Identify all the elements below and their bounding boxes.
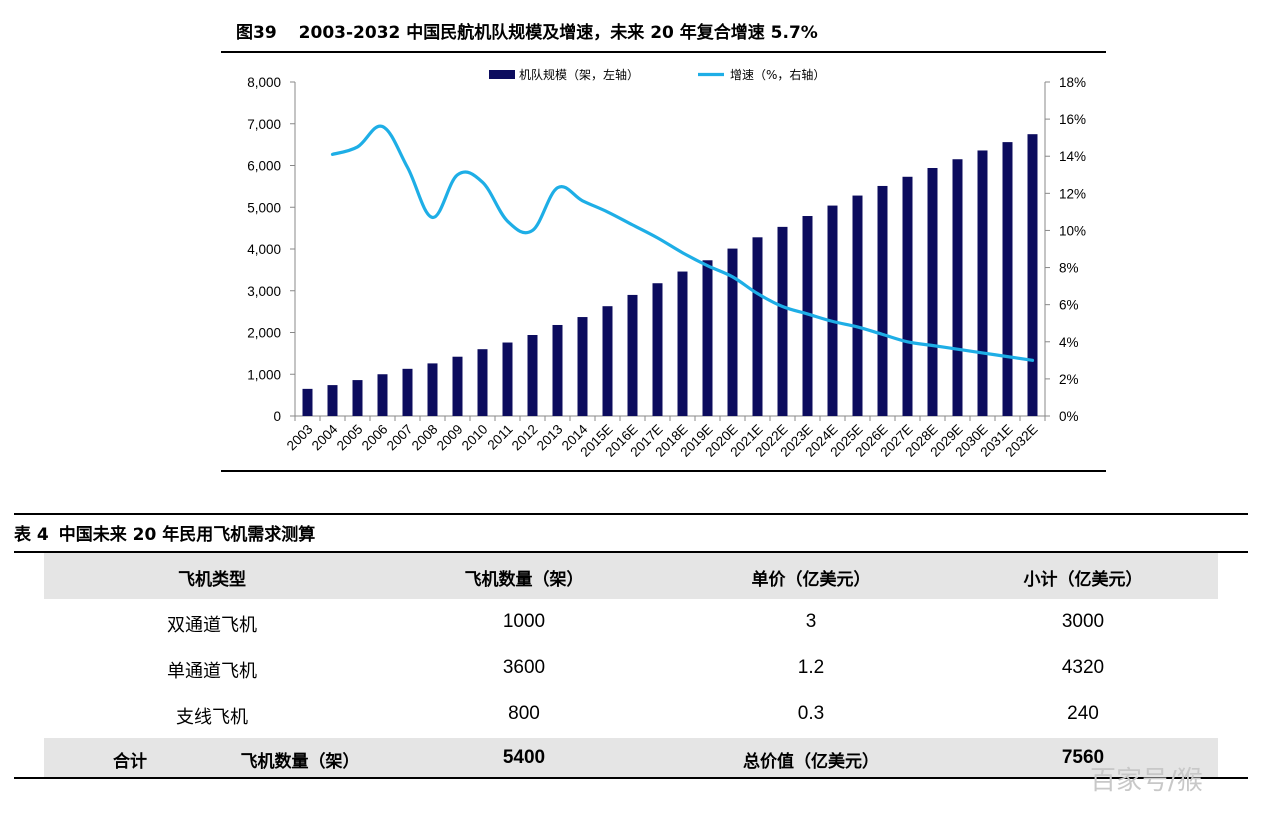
bar bbox=[603, 306, 613, 416]
x-tick-label: 2008 bbox=[409, 422, 441, 454]
row-subtotal: 3000 bbox=[1062, 611, 1104, 633]
bar bbox=[928, 168, 938, 416]
legend-label-growth: 增速（%，右轴） bbox=[730, 67, 825, 82]
bar bbox=[378, 374, 388, 416]
header-unit-price: 单价（亿美元） bbox=[752, 565, 871, 590]
x-tick-label: 2012 bbox=[509, 422, 541, 454]
bar bbox=[1028, 134, 1038, 416]
bar bbox=[628, 295, 638, 416]
left-tick-label: 3,000 bbox=[247, 284, 281, 299]
fleet-chart: 0 1,000 2,000 3,000 4,000 5,000 6,000 7,000 8,00… bbox=[0, 0, 1284, 480]
x-tick-label: 2007 bbox=[384, 422, 416, 454]
left-tick-label: 2,000 bbox=[247, 326, 281, 341]
bar bbox=[328, 385, 338, 416]
right-tick-label: 6% bbox=[1059, 298, 1079, 313]
right-tick-label: 4% bbox=[1059, 335, 1079, 350]
header-subtotal: 小计（亿美元） bbox=[1024, 565, 1143, 590]
row-subtotal: 4320 bbox=[1062, 657, 1104, 679]
row-subtotal: 240 bbox=[1067, 703, 1099, 725]
right-tick-label: 14% bbox=[1059, 149, 1086, 164]
bar bbox=[1003, 142, 1013, 416]
row-unit-price: 1.2 bbox=[798, 657, 824, 679]
row-unit-price: 3 bbox=[806, 611, 817, 633]
bar bbox=[978, 150, 988, 416]
row-aircraft-count: 3600 bbox=[503, 657, 545, 679]
header-aircraft-count: 飞机数量（架） bbox=[465, 565, 584, 590]
left-tick-label: 8,000 bbox=[247, 75, 281, 90]
legend-swatch-fleet bbox=[489, 70, 515, 79]
watermark: 百家号/猴 bbox=[1090, 760, 1284, 797]
bar bbox=[878, 186, 888, 416]
bar bbox=[578, 317, 588, 416]
left-tick-label: 4,000 bbox=[247, 242, 281, 257]
bar bbox=[678, 272, 688, 416]
bar bbox=[778, 227, 788, 416]
right-tick-label: 2% bbox=[1059, 372, 1079, 387]
bar bbox=[553, 325, 563, 416]
x-tick-label: 2011 bbox=[484, 422, 515, 453]
total-value-label: 总价值（亿美元） bbox=[743, 747, 879, 772]
bar bbox=[753, 237, 763, 416]
row-unit-price: 0.3 bbox=[798, 703, 824, 725]
row-aircraft-type: 单通道飞机 bbox=[167, 657, 257, 683]
right-tick-label: 10% bbox=[1059, 223, 1086, 238]
table-label: 表 4 bbox=[14, 525, 49, 545]
x-tick-label: 2010 bbox=[459, 422, 491, 454]
right-tick-label: 0% bbox=[1059, 409, 1079, 424]
bar bbox=[953, 159, 963, 416]
legend-label-fleet: 机队规模（架，左轴） bbox=[519, 67, 639, 82]
bar bbox=[703, 260, 713, 416]
chart-legend: 机队规模（架，左轴） 增速（%，右轴） bbox=[489, 67, 825, 82]
total-label: 合计 bbox=[113, 747, 147, 772]
right-tick-label: 12% bbox=[1059, 186, 1086, 201]
left-tick-label: 0 bbox=[273, 409, 281, 424]
header-aircraft-type: 飞机类型 bbox=[178, 565, 246, 590]
bar bbox=[503, 343, 513, 416]
total-count: 5400 bbox=[503, 747, 545, 769]
bar bbox=[828, 206, 838, 416]
bar bbox=[428, 363, 438, 416]
bar bbox=[478, 349, 488, 416]
right-tick-label: 16% bbox=[1059, 112, 1086, 127]
left-tick-label: 7,000 bbox=[247, 117, 281, 132]
table-bottom-rule bbox=[14, 777, 1248, 779]
table-title: 表 4 中国未来 20 年民用飞机需求测算 bbox=[14, 520, 315, 545]
row-aircraft-type: 支线飞机 bbox=[176, 703, 248, 729]
bar bbox=[353, 380, 363, 416]
row-aircraft-count: 1000 bbox=[503, 611, 545, 633]
bar bbox=[303, 389, 313, 416]
bar bbox=[453, 357, 463, 416]
right-tick-label: 8% bbox=[1059, 261, 1079, 276]
x-tick-label: 2009 bbox=[434, 422, 466, 454]
table-top-rule bbox=[14, 513, 1248, 515]
bar bbox=[528, 335, 538, 416]
bar bbox=[903, 177, 913, 416]
x-tick-label: 2005 bbox=[334, 422, 366, 454]
table-title-text: 中国未来 20 年民用飞机需求测算 bbox=[59, 525, 316, 545]
bar bbox=[403, 369, 413, 416]
row-aircraft-type: 双通道飞机 bbox=[167, 611, 257, 637]
x-tick-label: 2006 bbox=[359, 422, 391, 454]
left-tick-label: 1,000 bbox=[247, 367, 281, 382]
bar bbox=[853, 196, 863, 416]
right-tick-label: 18% bbox=[1059, 75, 1086, 90]
total-count-label: 飞机数量（架） bbox=[241, 747, 360, 772]
left-tick-label: 5,000 bbox=[247, 200, 281, 215]
bar bbox=[653, 283, 663, 416]
figure-bottom-rule bbox=[221, 470, 1106, 472]
x-tick-label: 2004 bbox=[309, 421, 341, 453]
x-tick-label: 2003 bbox=[284, 422, 316, 454]
x-tick-label: 2013 bbox=[534, 422, 566, 454]
row-aircraft-count: 800 bbox=[508, 703, 540, 725]
left-tick-label: 6,000 bbox=[247, 159, 281, 174]
table-total-row bbox=[44, 738, 1218, 778]
